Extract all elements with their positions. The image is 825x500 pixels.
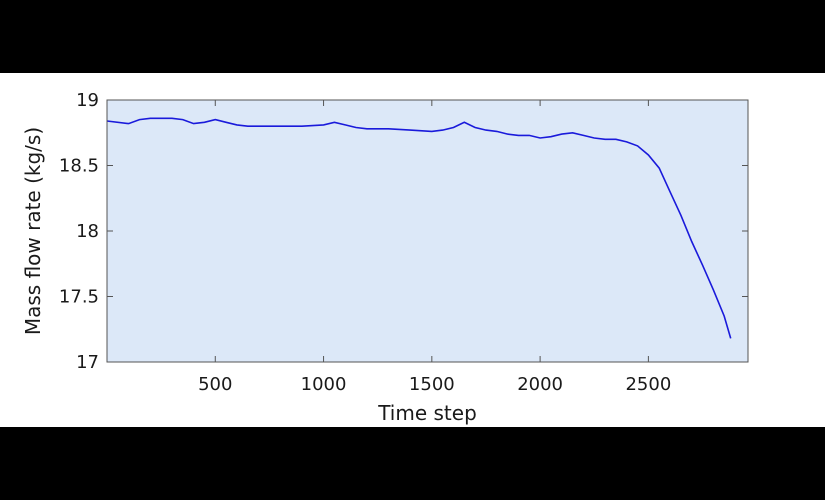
x-tick-label: 500 [198, 374, 232, 395]
x-tick-label: 1000 [301, 374, 347, 395]
plot-frame [106, 99, 749, 363]
y-tick-label: 17.5 [59, 287, 99, 308]
y-tick-label: 19 [76, 90, 99, 111]
chart-canvas: 500 1000 1500 2000 2500 17 17.5 18 18.5 19 Time s… [21, 90, 749, 425]
x-tick-label: 2000 [517, 374, 563, 395]
x-tick-label: 2500 [625, 374, 671, 395]
series-line [106, 117, 732, 339]
y-tick-label: 18.5 [59, 156, 99, 177]
chart-figure: 500 1000 1500 2000 2500 17 17.5 18 18.5 19 Time s… [0, 73, 825, 427]
x-axis-label: Time step [377, 401, 477, 425]
tick-labels: 500 1000 1500 2000 2500 17 17.5 18 18.5 19 [59, 90, 671, 395]
y-tick-label: 17 [76, 352, 99, 373]
x-tick-label: 1500 [409, 374, 455, 395]
plot-area [107, 100, 748, 362]
y-axis-label: Mass flow rate (kg/s) [21, 127, 45, 335]
y-tick-label: 18 [76, 221, 99, 242]
